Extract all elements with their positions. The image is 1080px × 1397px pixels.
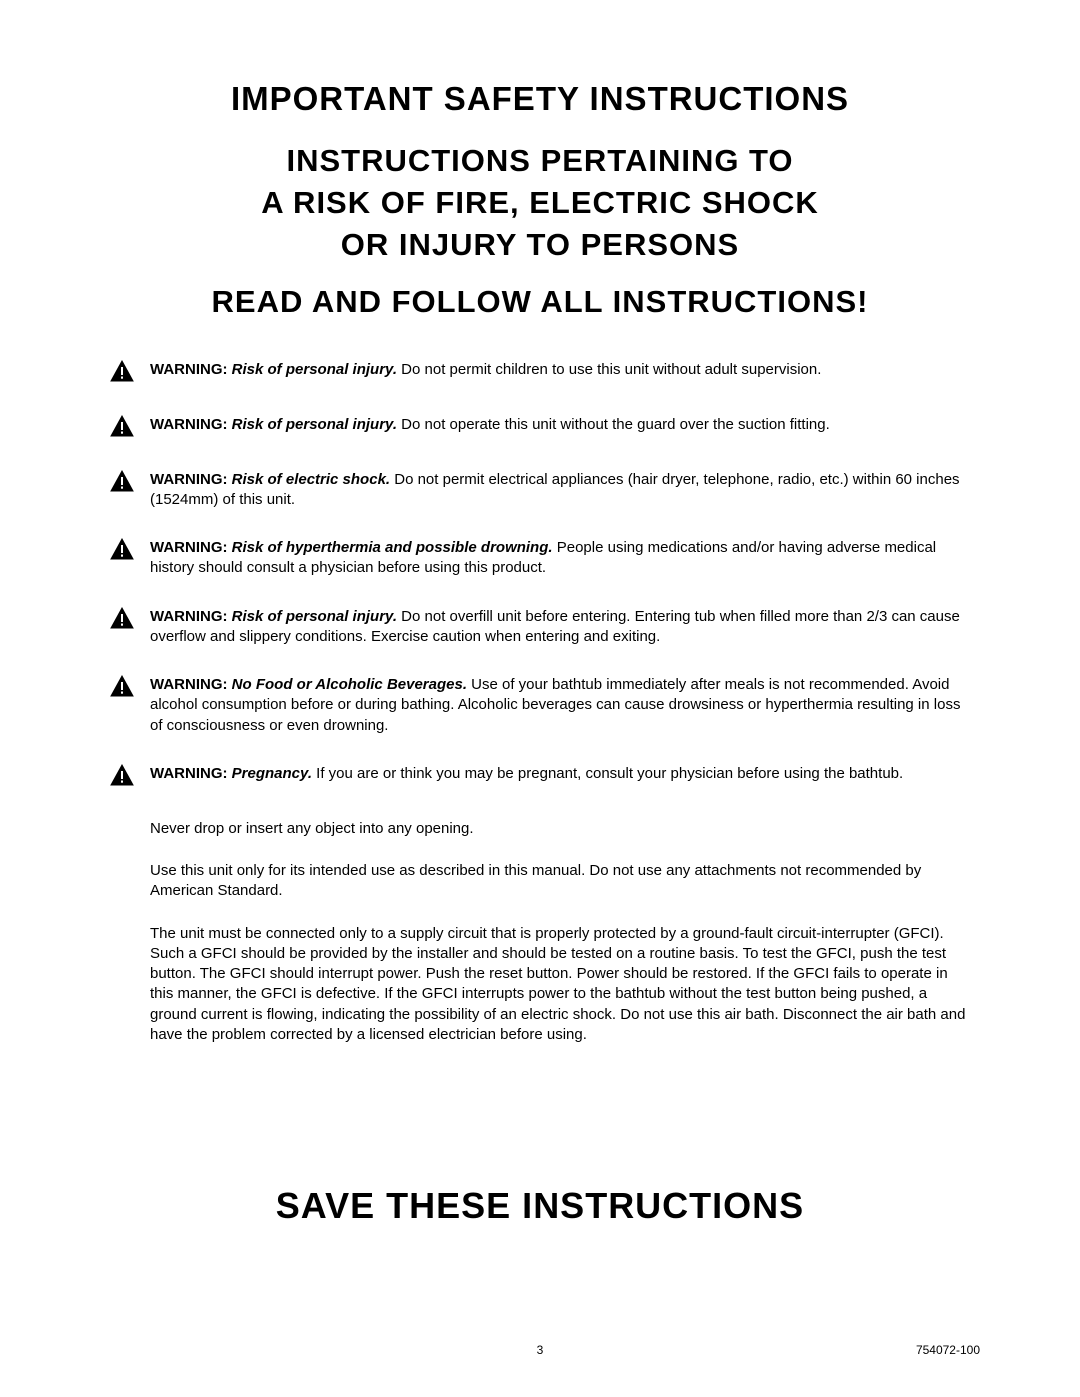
warning-label: WARNING: [150, 676, 232, 693]
warning-row: WARNING: Risk of electric shock. Do not … [110, 470, 970, 511]
warning-text: WARNING: Risk of personal injury. Do not… [150, 415, 970, 435]
page: IMPORTANT SAFETY INSTRUCTIONS INSTRUCTIO… [0, 0, 1080, 1397]
warning-risk: Risk of personal injury. [232, 361, 397, 378]
warning-label: WARNING: [150, 361, 232, 378]
warning-row: WARNING: No Food or Alcoholic Beverages.… [110, 675, 970, 736]
warning-text: WARNING: Risk of hyperthermia and possib… [150, 538, 970, 579]
warning-risk: Risk of personal injury. [232, 416, 397, 433]
warning-row: WARNING: Risk of personal injury. Do not… [110, 360, 970, 387]
warning-icon [110, 764, 134, 786]
plain-paragraphs: Never drop or insert any object into any… [100, 819, 980, 1045]
warning-row: WARNING: Risk of personal injury. Do not… [110, 415, 970, 442]
warning-text: WARNING: Risk of personal injury. Do not… [150, 607, 970, 648]
warning-label: WARNING: [150, 471, 232, 488]
warning-icon-wrap [110, 675, 134, 702]
warning-body: If you are or think you may be pregnant,… [312, 765, 903, 782]
warning-icon-wrap [110, 415, 134, 442]
save-instructions: SAVE THESE INSTRUCTIONS [0, 1185, 1080, 1227]
warning-label: WARNING: [150, 608, 232, 625]
warning-label: WARNING: [150, 416, 232, 433]
warning-risk: No Food or Alcoholic Beverages. [232, 676, 467, 693]
plain-paragraph: Never drop or insert any object into any… [150, 819, 970, 839]
warning-icon-wrap [110, 764, 134, 791]
warning-row: WARNING: Risk of personal injury. Do not… [110, 607, 970, 648]
warning-risk: Risk of electric shock. [232, 471, 390, 488]
warning-text: WARNING: Pregnancy. If you are or think … [150, 764, 970, 784]
warning-row: WARNING: Pregnancy. If you are or think … [110, 764, 970, 791]
warning-icon-wrap [110, 607, 134, 634]
warnings-list: WARNING: Risk of personal injury. Do not… [110, 360, 970, 791]
plain-paragraph: Use this unit only for its intended use … [150, 861, 970, 902]
warning-icon-wrap [110, 360, 134, 387]
warning-risk: Risk of personal injury. [232, 608, 397, 625]
warning-icon-wrap [110, 470, 134, 497]
plain-paragraph: The unit must be connected only to a sup… [150, 924, 970, 1046]
warning-body: Do not permit children to use this unit … [397, 361, 821, 378]
warning-icon [110, 675, 134, 697]
document-number: 754072-100 [916, 1343, 980, 1357]
warning-row: WARNING: Risk of hyperthermia and possib… [110, 538, 970, 579]
heading-read-follow: READ AND FOLLOW ALL INSTRUCTIONS! [100, 284, 980, 320]
heading-important: IMPORTANT SAFETY INSTRUCTIONS [100, 80, 980, 118]
warning-label: WARNING: [150, 765, 232, 782]
warning-risk: Risk of hyperthermia and possible drowni… [232, 539, 553, 556]
warning-text: WARNING: No Food or Alcoholic Beverages.… [150, 675, 970, 736]
warning-icon [110, 607, 134, 629]
warning-body: Do not operate this unit without the gua… [397, 416, 830, 433]
warning-label: WARNING: [150, 539, 232, 556]
headings-block: IMPORTANT SAFETY INSTRUCTIONS INSTRUCTIO… [100, 80, 980, 320]
warning-icon [110, 415, 134, 437]
warning-text: WARNING: Risk of electric shock. Do not … [150, 470, 970, 511]
warning-text: WARNING: Risk of personal injury. Do not… [150, 360, 970, 380]
footer: 3 754072-100 [0, 1343, 1080, 1357]
warning-icon [110, 538, 134, 560]
warning-icon [110, 470, 134, 492]
warning-risk: Pregnancy. [232, 765, 312, 782]
heading-pertaining: INSTRUCTIONS PERTAINING TOA RISK OF FIRE… [100, 140, 980, 266]
warning-icon [110, 360, 134, 382]
warning-icon-wrap [110, 538, 134, 565]
